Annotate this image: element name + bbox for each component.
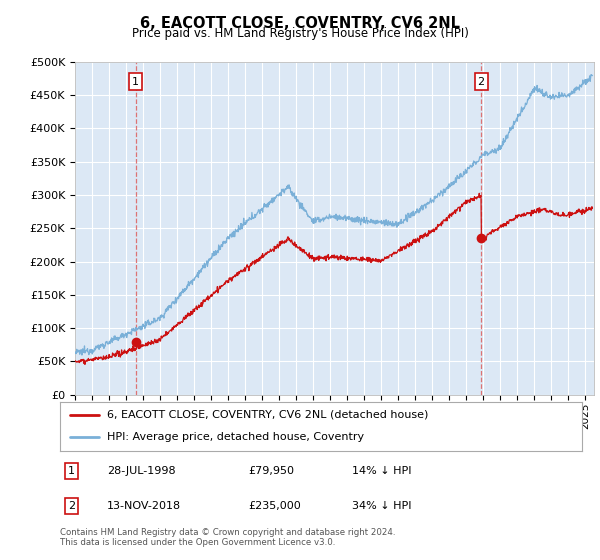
Text: 34% ↓ HPI: 34% ↓ HPI [352, 501, 412, 511]
Text: Contains HM Land Registry data © Crown copyright and database right 2024.
This d: Contains HM Land Registry data © Crown c… [60, 528, 395, 547]
Text: 13-NOV-2018: 13-NOV-2018 [107, 501, 181, 511]
Text: 14% ↓ HPI: 14% ↓ HPI [352, 466, 412, 476]
Text: 1: 1 [132, 77, 139, 87]
Text: Price paid vs. HM Land Registry's House Price Index (HPI): Price paid vs. HM Land Registry's House … [131, 27, 469, 40]
Text: HPI: Average price, detached house, Coventry: HPI: Average price, detached house, Cove… [107, 432, 364, 442]
Text: 28-JUL-1998: 28-JUL-1998 [107, 466, 176, 476]
Text: 2: 2 [68, 501, 75, 511]
Text: 6, EACOTT CLOSE, COVENTRY, CV6 2NL: 6, EACOTT CLOSE, COVENTRY, CV6 2NL [140, 16, 460, 31]
Text: 6, EACOTT CLOSE, COVENTRY, CV6 2NL (detached house): 6, EACOTT CLOSE, COVENTRY, CV6 2NL (deta… [107, 410, 428, 420]
Text: 2: 2 [478, 77, 485, 87]
Text: £79,950: £79,950 [248, 466, 294, 476]
Text: 1: 1 [68, 466, 75, 476]
Text: £235,000: £235,000 [248, 501, 301, 511]
